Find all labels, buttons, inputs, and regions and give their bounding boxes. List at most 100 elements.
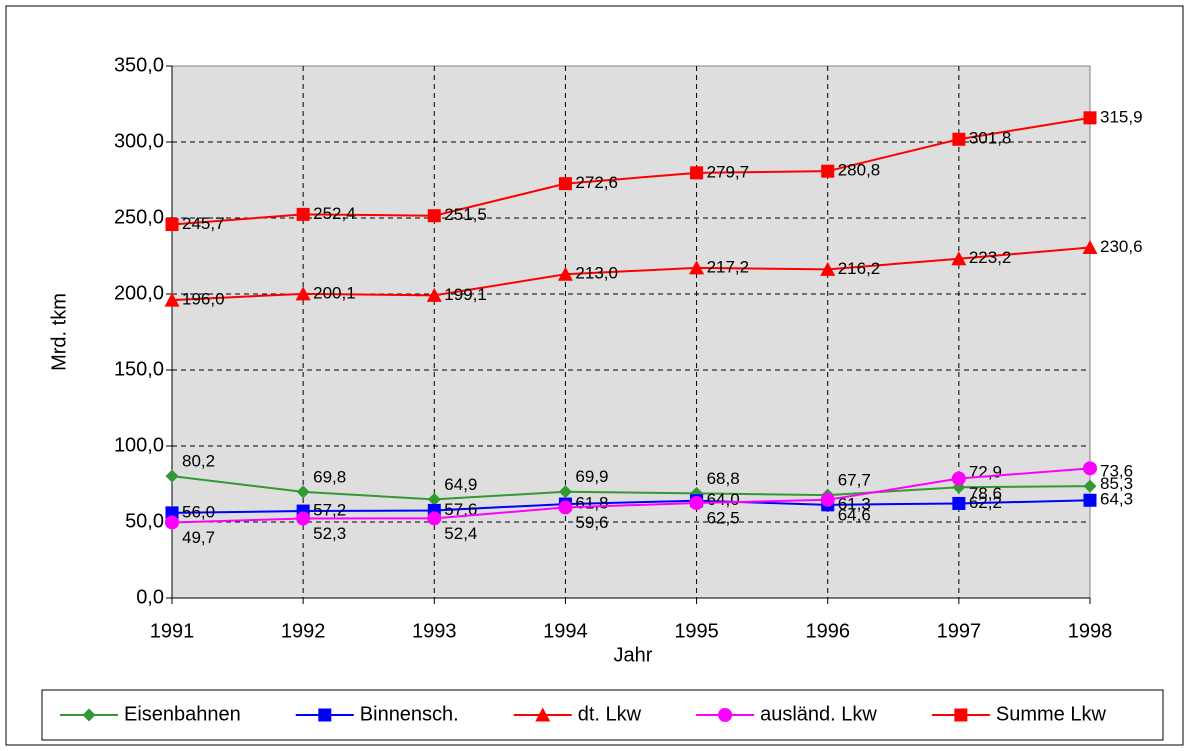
data-label: 200,1: [313, 283, 356, 302]
data-label: 230,6: [1100, 237, 1143, 256]
y-tick-label: 250,0: [114, 206, 164, 228]
data-label: 62,5: [707, 508, 740, 527]
x-tick-label: 1991: [150, 620, 195, 642]
data-label: 213,0: [575, 264, 618, 283]
marker: [165, 506, 179, 520]
data-label: 56,0: [182, 502, 215, 521]
marker: [820, 261, 836, 276]
legend-label: dt. Lkw: [578, 703, 642, 725]
series-line: [171, 475, 1091, 501]
data-label: 52,3: [313, 524, 346, 543]
legend-marker: [535, 707, 551, 722]
legend-label: Eisenbahnen: [124, 703, 241, 725]
y-tick-label: 350,0: [114, 54, 164, 76]
data-label: 251,5: [444, 205, 487, 224]
marker: [689, 260, 705, 275]
marker: [558, 485, 572, 499]
marker: [165, 218, 179, 232]
x-axis-label: Jahr: [614, 644, 653, 666]
data-label: 69,9: [575, 467, 608, 486]
data-label: 217,2: [707, 257, 750, 276]
marker: [821, 164, 835, 178]
marker: [164, 292, 180, 307]
y-tick-label: 200,0: [114, 282, 164, 304]
data-label: 196,0: [182, 290, 225, 309]
marker: [295, 286, 311, 301]
data-label: 67,7: [838, 471, 871, 490]
y-axis-label: Mrd. tkm: [48, 293, 70, 371]
x-tick-label: 1996: [805, 620, 850, 642]
legend-label: ausländ. Lkw: [760, 703, 877, 725]
plot-area: [171, 65, 1091, 599]
series-line: [171, 467, 1091, 524]
data-label: 252,4: [313, 204, 356, 223]
data-label: 64,0: [707, 490, 740, 509]
y-tick-label: 0,0: [136, 586, 164, 608]
marker: [558, 177, 572, 191]
legend-marker: [82, 708, 96, 722]
data-label: 245,7: [182, 214, 225, 233]
legend-label: Summe Lkw: [996, 703, 1107, 725]
marker: [951, 251, 967, 266]
legend-marker: [318, 708, 332, 722]
marker: [426, 287, 442, 302]
x-tick-label: 1995: [674, 620, 719, 642]
data-label: 85,3: [1100, 474, 1133, 493]
data-label: 59,6: [575, 513, 608, 532]
series-line: [171, 246, 1091, 302]
y-tick-label: 150,0: [114, 358, 164, 380]
x-tick-label: 1994: [543, 620, 588, 642]
data-label: 61,3: [838, 494, 871, 513]
marker: [296, 511, 311, 526]
data-label: 72,9: [969, 463, 1002, 482]
x-tick-label: 1992: [281, 620, 326, 642]
marker: [296, 207, 310, 221]
x-tick-label: 1998: [1068, 620, 1113, 642]
data-label: 78,6: [969, 484, 1002, 503]
marker: [165, 515, 179, 530]
data-label: 73,6: [1100, 462, 1133, 481]
data-label: 279,7: [707, 162, 750, 181]
marker: [558, 500, 573, 515]
data-label: 52,4: [444, 524, 477, 543]
marker: [820, 492, 835, 507]
marker: [427, 511, 442, 526]
series-line: [171, 116, 1091, 226]
data-label: 62,2: [969, 493, 1002, 512]
x-tick-label: 1993: [412, 620, 457, 642]
y-tick-label: 100,0: [114, 434, 164, 456]
legend-marker: [954, 708, 968, 722]
x-tick-label: 1997: [937, 620, 982, 642]
data-label: 280,8: [838, 161, 881, 180]
marker: [427, 209, 441, 223]
data-label: 57,6: [444, 500, 477, 519]
marker: [952, 496, 966, 510]
marker: [1082, 239, 1098, 254]
marker: [1083, 111, 1097, 125]
data-label: 301,8: [969, 129, 1012, 148]
data-label: 69,8: [313, 467, 346, 486]
data-label: 57,2: [313, 501, 346, 520]
marker: [427, 492, 441, 506]
data-label: 68,8: [707, 469, 740, 488]
data-label: 80,2: [182, 452, 215, 471]
legend-label: Binnensch.: [360, 703, 459, 725]
marker: [296, 485, 310, 499]
marker: [1083, 479, 1097, 493]
marker: [689, 496, 704, 510]
data-label: 223,2: [969, 248, 1012, 267]
data-label: 199,1: [444, 285, 487, 304]
marker: [690, 166, 704, 180]
marker: [1083, 493, 1097, 507]
data-label: 49,7: [182, 528, 215, 547]
data-label: 315,9: [1100, 107, 1143, 126]
data-label: 216,2: [838, 259, 881, 278]
data-label: 272,6: [575, 173, 618, 192]
marker: [557, 266, 573, 281]
data-label: 64,3: [1100, 490, 1133, 509]
data-label: 61,8: [575, 494, 608, 513]
legend-marker: [718, 708, 733, 722]
marker: [951, 471, 966, 486]
y-tick-label: 300,0: [114, 130, 164, 152]
